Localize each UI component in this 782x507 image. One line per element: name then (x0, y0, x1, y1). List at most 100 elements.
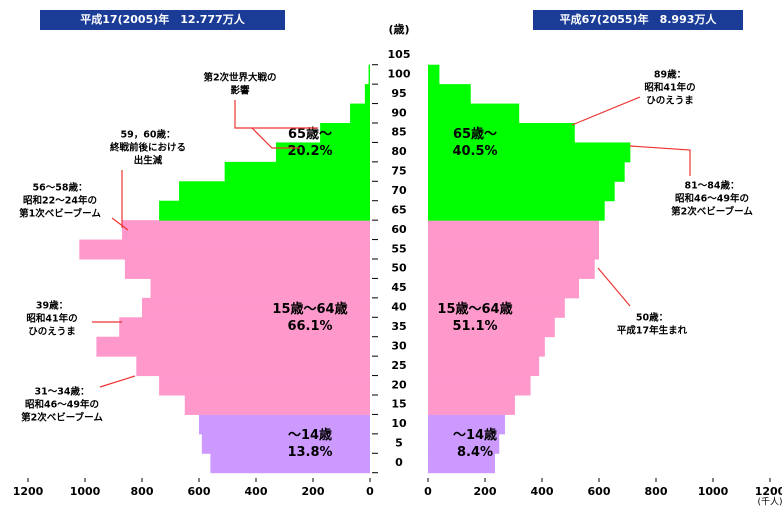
bar (428, 336, 545, 357)
y-tick-label: 90 (391, 106, 407, 119)
x-tick-label: 400 (245, 485, 268, 498)
bar (350, 103, 370, 124)
callout-line (629, 145, 691, 176)
annotation: 昭和46～49年の (25, 399, 99, 411)
x-tick-label: 200 (302, 485, 325, 498)
group-share: 8.4% (457, 445, 493, 460)
bar (79, 239, 371, 260)
bar (428, 123, 575, 143)
bar (428, 239, 599, 260)
group-share: 51.1% (452, 319, 497, 334)
annotation: 31～34歳： (35, 386, 90, 398)
bar (119, 317, 370, 338)
annotation: 56～58歳： (33, 182, 88, 194)
bar (428, 259, 595, 279)
y-tick-label: 35 (391, 320, 406, 333)
bar (428, 200, 605, 221)
group-label: 15歳～64歳 (272, 301, 347, 317)
bar (124, 259, 371, 279)
bar (428, 181, 615, 202)
y-tick-label: 0 (395, 456, 403, 469)
x-tick-label: 1000 (70, 485, 101, 498)
bar (428, 64, 440, 85)
group-label: 65歳～ (288, 126, 332, 142)
y-axis-label: (歳) (388, 22, 409, 36)
annotation: 第2次世界大戦の (203, 72, 276, 84)
annotation: 昭和46～49年の (675, 193, 749, 205)
group-label: ～14歳 (288, 427, 332, 443)
group-share: 66.1% (287, 319, 332, 334)
annotation: 59，60歳： (121, 129, 176, 141)
y-tick-label: 65 (391, 203, 406, 216)
group-share: 40.5% (452, 144, 497, 159)
annotation: 89歳： (654, 69, 686, 81)
annotation: ひのえうま (646, 95, 694, 107)
bar (428, 103, 520, 124)
x-axis-label: (千人) (757, 497, 782, 507)
group-label: ～14歳 (453, 427, 497, 443)
panel-title: 平成67(2055)年 8.993万人 (560, 12, 718, 26)
bar (159, 200, 370, 221)
y-tick-label: 70 (391, 184, 407, 197)
bar (428, 414, 505, 435)
y-tick-label: 95 (391, 87, 406, 100)
group-label: 65歳～ (453, 126, 497, 142)
bar (224, 161, 370, 182)
annotation: 50歳： (636, 312, 668, 324)
x-tick-label: 600 (188, 485, 211, 498)
annotation: 第1次ベビーブーム (19, 208, 101, 220)
annotation: 昭和41年の (644, 82, 695, 94)
bar (428, 356, 540, 377)
callout-line (251, 127, 300, 149)
bar (368, 64, 370, 85)
annotation: 第2次ベビーブーム (671, 206, 753, 218)
bar (199, 414, 370, 435)
bar (428, 278, 580, 299)
y-tick-label: 85 (391, 126, 406, 139)
bar (136, 356, 370, 377)
bar (428, 142, 631, 163)
annotation: 昭和22～24年の (23, 195, 97, 207)
bar (428, 375, 531, 396)
x-tick-label: 800 (645, 485, 668, 498)
annotation: ひのえうま (28, 326, 76, 338)
y-tick-label: 60 (391, 223, 407, 236)
x-tick-label: 0 (424, 485, 432, 498)
y-tick-label: 45 (391, 281, 406, 294)
y-tick-label: 20 (391, 378, 407, 391)
bar (428, 317, 555, 338)
x-tick-label: 0 (366, 485, 374, 498)
y-tick-label: 10 (391, 417, 407, 430)
bar (142, 297, 370, 318)
x-tick-label: 200 (474, 485, 497, 498)
y-tick-label: 40 (391, 301, 407, 314)
bar (184, 395, 370, 415)
y-tick-label: 100 (388, 67, 411, 80)
annotation: 出生減 (134, 155, 163, 167)
bar (320, 123, 370, 143)
y-tick-label: 50 (391, 262, 407, 275)
bar (179, 181, 370, 202)
x-tick-label: 400 (531, 485, 554, 498)
bar (428, 433, 500, 454)
y-tick-label: 105 (388, 48, 411, 61)
bar (159, 375, 370, 396)
bar (122, 220, 370, 241)
annotation: 昭和41年の (26, 313, 77, 325)
y-tick-label: 5 (395, 437, 403, 450)
group-share: 20.2% (287, 144, 332, 159)
bar (150, 278, 370, 299)
y-tick-label: 25 (391, 359, 406, 372)
bar (428, 297, 565, 318)
annotation: 影響 (230, 85, 250, 97)
bar (96, 336, 371, 357)
bar (428, 161, 625, 182)
annotation: 81～84歳： (685, 180, 740, 192)
title-box (40, 10, 285, 30)
annotation: 39歳： (36, 300, 68, 312)
x-tick-label: 800 (131, 485, 154, 498)
y-tick-label: 75 (391, 165, 406, 178)
bar (428, 453, 495, 474)
annotation: 平成17年生まれ (617, 325, 688, 337)
